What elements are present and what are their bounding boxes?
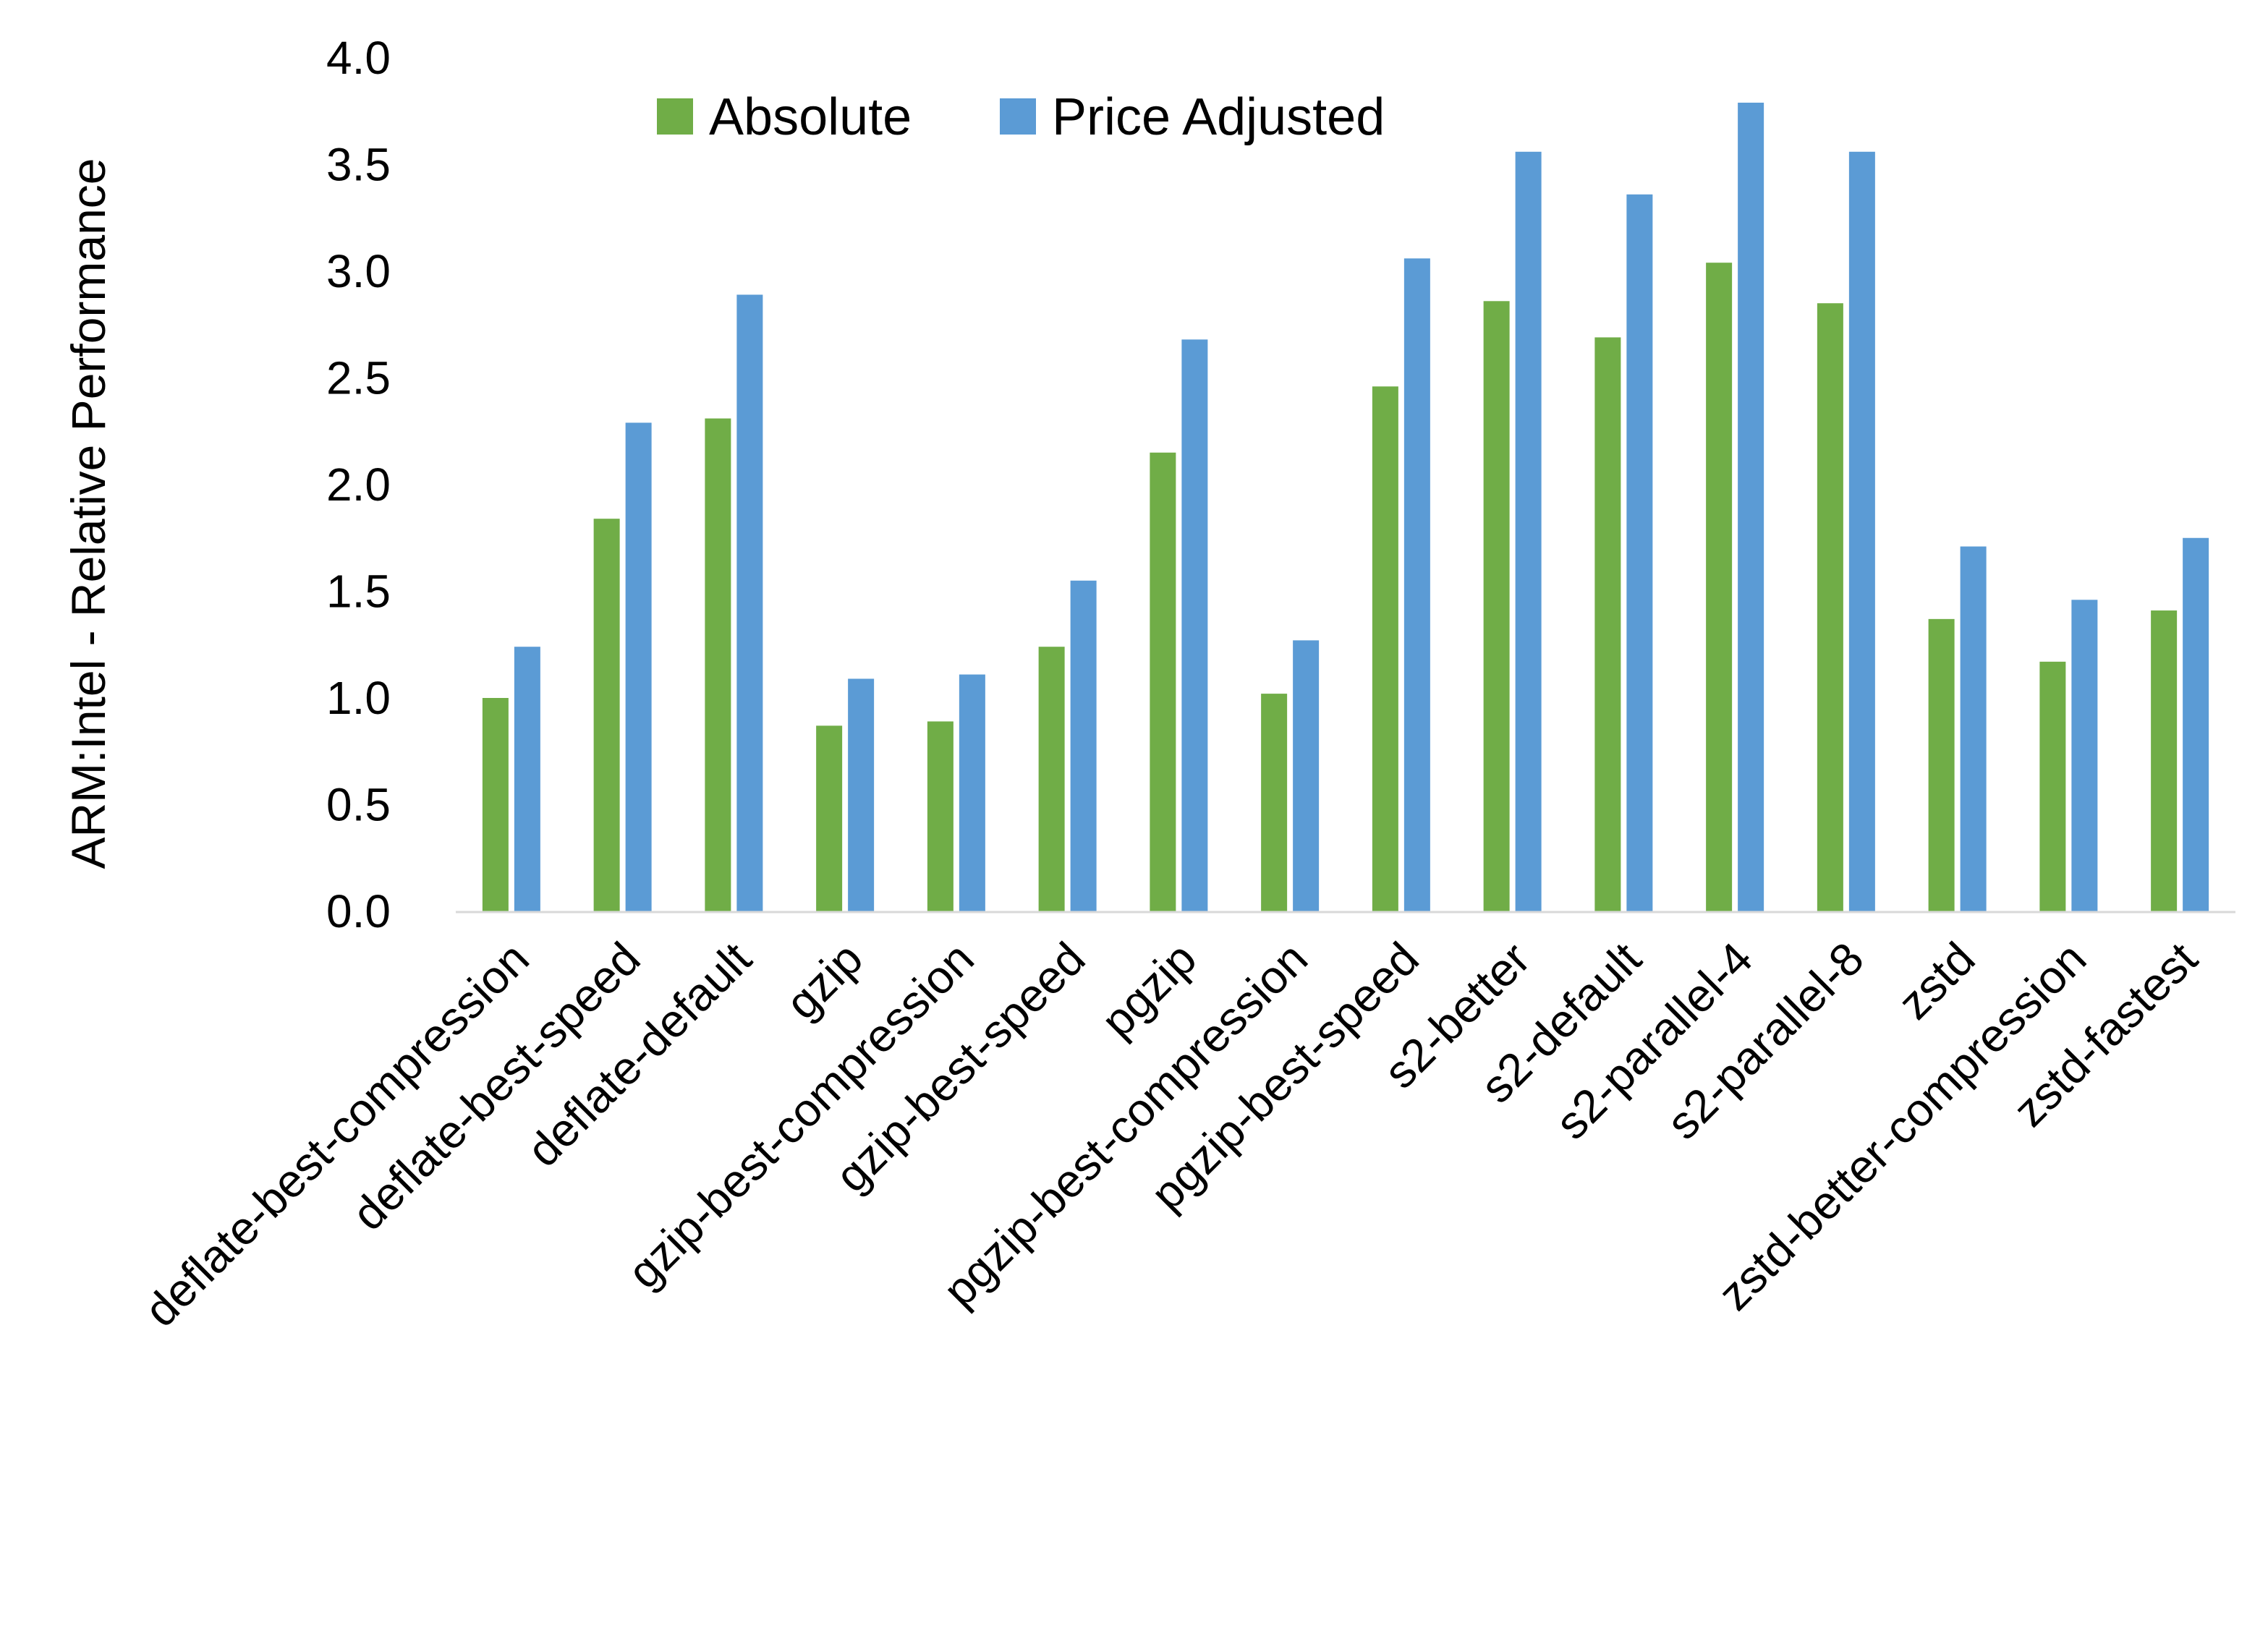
bar-absolute-zstd-fastest (2151, 610, 2178, 911)
bar-price-adjusted-deflate-best-speed (625, 422, 652, 911)
legend-label-absolute: Absolute (709, 88, 912, 146)
bar-absolute-deflate-best-compression (482, 698, 509, 911)
y-axis-title: ARM:Intel - Relative Performance (61, 158, 115, 869)
bar-price-adjusted-s2-parallel-4 (1738, 102, 1764, 912)
y-tick-label: 1.0 (326, 672, 391, 724)
y-tick-label: 0.0 (326, 885, 391, 937)
bar-absolute-pgzip-best-speed (1372, 386, 1398, 911)
bar-price-adjusted-deflate-default (736, 294, 763, 911)
legend-swatch-price-adjusted (1000, 98, 1036, 135)
bar-price-adjusted-s2-parallel-8 (1848, 151, 1875, 911)
bar-absolute-gzip (816, 725, 843, 911)
y-tick-label: 3.5 (326, 139, 391, 191)
bar-absolute-gzip-best-speed (1038, 647, 1065, 911)
bar-price-adjusted-s2-better (1515, 151, 1542, 911)
x-tick-label: gzip (776, 932, 872, 1029)
y-tick-label: 2.0 (326, 459, 391, 511)
bar-price-adjusted-deflate-best-compression (514, 647, 540, 911)
bar-price-adjusted-s2-default (1626, 194, 1653, 911)
bar-price-adjusted-pgzip-best-speed (1403, 258, 1430, 911)
bar-absolute-zstd (1928, 618, 1955, 911)
bar-absolute-zstd-better-compression (2039, 661, 2066, 911)
bar-price-adjusted-pgzip (1181, 339, 1208, 911)
y-tick-label: 3.0 (326, 245, 391, 297)
bar-price-adjusted-gzip-best-speed (1070, 580, 1097, 911)
y-tick-label: 0.5 (326, 779, 391, 831)
y-tick-label: 2.5 (326, 352, 391, 404)
bar-price-adjusted-gzip (848, 678, 875, 911)
bar-absolute-pgzip (1150, 452, 1176, 911)
legend: Absolute Price Adjusted (657, 88, 1385, 146)
bar-price-adjusted-zstd (1960, 546, 1987, 911)
bar-absolute-deflate-best-speed (593, 519, 620, 911)
bar-absolute-deflate-default (705, 418, 731, 911)
bar-absolute-s2-parallel-4 (1706, 263, 1733, 911)
y-tick-label: 4.0 (326, 32, 391, 84)
legend-label-price-adjusted: Price Adjusted (1052, 88, 1385, 146)
x-tick-label: zstd (1888, 932, 1985, 1029)
bar-absolute-s2-parallel-8 (1817, 303, 1843, 911)
y-tick-label: 1.5 (326, 566, 391, 618)
bar-price-adjusted-pgzip-best-compression (1293, 640, 1320, 911)
bar-price-adjusted-zstd-fastest (2183, 537, 2209, 911)
bar-absolute-s2-default (1594, 337, 1621, 911)
bar-price-adjusted-gzip-best-compression (959, 674, 985, 911)
bar-absolute-pgzip-best-compression (1261, 694, 1288, 911)
bar-absolute-gzip-best-compression (927, 721, 954, 911)
legend-swatch-absolute (657, 98, 693, 135)
bar-price-adjusted-zstd-better-compression (2071, 600, 2098, 911)
bar-absolute-s2-better (1483, 301, 1510, 911)
